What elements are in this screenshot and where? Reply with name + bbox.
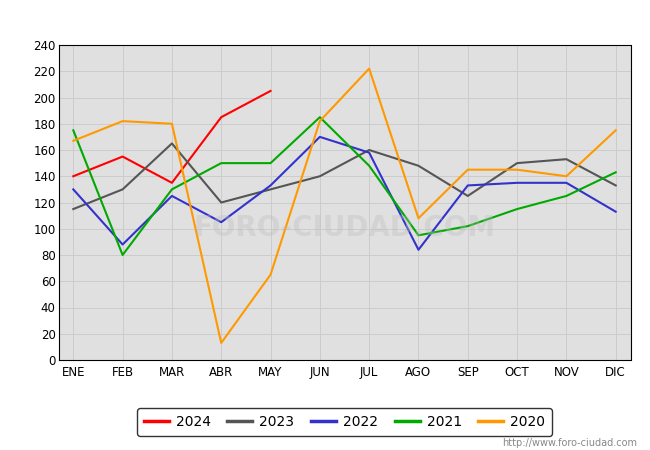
- Text: FORO-CIUDAD.COM: FORO-CIUDAD.COM: [194, 214, 495, 242]
- Text: Matriculaciones de Vehículos en Coslada: Matriculaciones de Vehículos en Coslada: [157, 9, 493, 27]
- Legend: 2024, 2023, 2022, 2021, 2020: 2024, 2023, 2022, 2021, 2020: [136, 408, 552, 436]
- Text: http://www.foro-ciudad.com: http://www.foro-ciudad.com: [502, 438, 637, 448]
